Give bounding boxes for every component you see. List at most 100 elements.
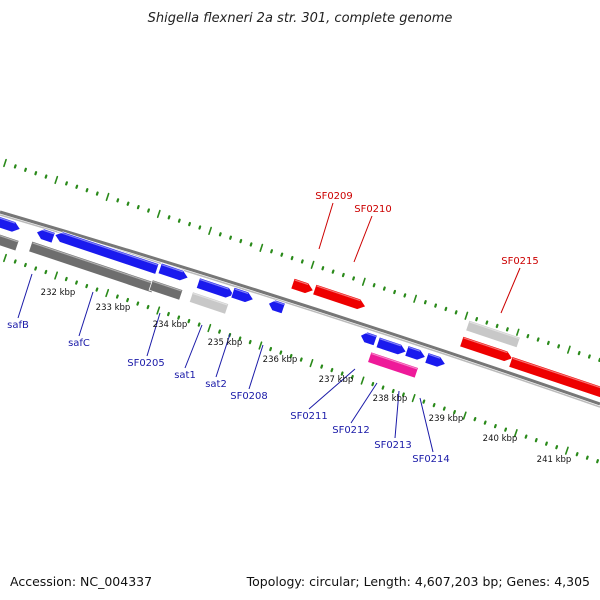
outer-minor-tick [577,350,581,356]
kbp-label-241: 241 kbp [537,455,572,465]
leader-SF0214 [419,397,434,453]
inner-minor-tick [524,434,528,439]
inner-minor-tick [146,304,150,310]
outer-major-tick [259,243,264,252]
other-gene-SF0215-highlight [469,321,520,340]
leader-SF0212 [350,382,378,424]
inner-major-tick [309,358,314,368]
inner-minor-tick [115,294,119,299]
leader-SF0208 [248,344,264,390]
gene-label-SF0209: SF0209 [315,191,353,202]
outer-minor-tick [198,225,202,230]
outer-minor-tick [65,181,68,186]
outer-minor-tick [393,289,397,295]
reverse-gene-5 [267,299,286,315]
accession-text: Accession: NC_004337 [10,574,152,589]
forward-gene-right-edge [508,356,600,402]
inner-minor-tick [299,357,303,362]
kbp-label-237: 237 kbp [319,375,354,385]
kbp-label-234: 234 kbp [153,320,188,330]
inner-major-tick [105,288,110,298]
leader-SF0210 [353,215,373,263]
kbp-label-232: 232 kbp [41,288,76,298]
inner-tick-row [3,253,599,464]
leader-SF0205 [146,312,161,357]
inner-minor-tick [248,339,252,345]
reverse-gene-SF0213-highlight [408,346,421,352]
outer-minor-tick [557,344,561,349]
outer-major-tick [413,294,418,303]
outer-minor-tick [24,167,27,172]
forward-gene-SF0210-highlight [316,285,361,302]
inner-major-tick [54,271,59,280]
reverse-gene-long-highlight [56,230,158,266]
inner-major-tick [258,341,263,350]
outer-minor-tick [249,242,253,247]
forward-gene-SF0209 [290,277,315,294]
reverse-gene-long [54,231,160,275]
inner-minor-tick [85,283,89,289]
inner-major-tick [411,393,416,403]
reverse-gene-small-1 [35,228,56,244]
reverse-gene-3 [195,277,235,299]
outer-minor-tick [423,300,427,305]
inner-minor-tick [13,259,17,264]
inner-minor-tick [493,423,497,429]
gene-label-SF0205: SF0205 [127,358,165,369]
inner-minor-tick [504,427,508,432]
map-title: Shigella flexneri 2a str. 301, complete … [148,11,453,26]
outer-minor-tick [536,337,540,342]
inner-minor-tick [44,269,48,275]
outer-minor-tick [587,354,591,359]
outer-minor-tick [444,306,448,312]
gene-label-sat1: sat1 [174,370,196,381]
outer-minor-tick [382,286,386,291]
kbp-label-240: 240 kbp [483,434,518,444]
reverse-gene-SF0211 [359,331,378,347]
outer-major-tick [361,277,366,286]
inner-minor-tick [320,364,324,369]
outer-minor-tick [434,303,438,308]
reverse-gene-4-highlight [234,288,249,295]
leader-SF0215 [500,267,521,314]
inner-minor-tick [453,409,456,415]
outer-minor-tick [475,317,479,322]
inner-minor-tick [136,301,140,306]
outer-minor-tick [116,198,120,203]
reverse-gene-SF0211-highlight [362,331,377,337]
inner-major-tick [564,446,569,455]
gene-label-SF0208: SF0208 [230,391,268,402]
inner-minor-tick [575,452,579,457]
outer-minor-tick [229,235,233,240]
inner-minor-tick [64,276,68,282]
other-gene-short-highlight [152,280,182,292]
inner-minor-tick [381,385,385,390]
leader-safB [17,273,33,319]
inner-minor-tick [340,371,344,376]
outer-minor-tick [177,218,181,223]
gene-label-SF0215: SF0215 [501,256,539,267]
reverse-gene-2-highlight [161,264,184,273]
leader-sat1 [184,324,203,369]
inner-minor-tick [596,459,599,464]
outer-minor-tick [372,283,376,288]
outer-minor-tick [126,201,130,206]
leader-sat2 [215,333,231,378]
inner-minor-tick [473,416,477,422]
gene-label-sat2: sat2 [205,379,227,390]
outer-minor-tick [85,188,89,193]
outer-minor-tick [352,276,356,281]
gene-label-SF0214: SF0214 [412,454,450,465]
forward-gene-SF0210 [312,283,367,310]
inner-minor-tick [585,455,589,460]
outer-minor-tick [280,252,284,257]
inner-minor-tick [432,402,436,408]
outer-major-tick [54,175,59,185]
outer-minor-tick [300,259,304,264]
inner-minor-tick [126,297,130,303]
reverse-gene-SF0214 [424,352,447,368]
outer-minor-tick [218,232,222,237]
reverse-gene-SF0212 [375,336,407,356]
inner-minor-tick [34,266,38,271]
